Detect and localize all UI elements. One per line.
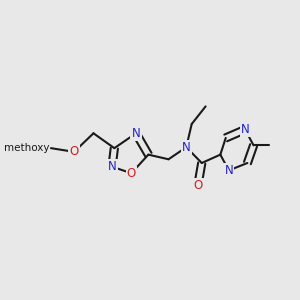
Text: O: O	[193, 179, 203, 192]
Text: O: O	[70, 146, 79, 158]
Text: N: N	[224, 164, 233, 177]
Text: N: N	[132, 127, 140, 140]
Text: N: N	[182, 141, 191, 154]
Text: O: O	[127, 167, 136, 180]
Text: N: N	[241, 123, 250, 136]
Text: N: N	[108, 160, 116, 173]
Text: methoxy: methoxy	[4, 143, 50, 153]
